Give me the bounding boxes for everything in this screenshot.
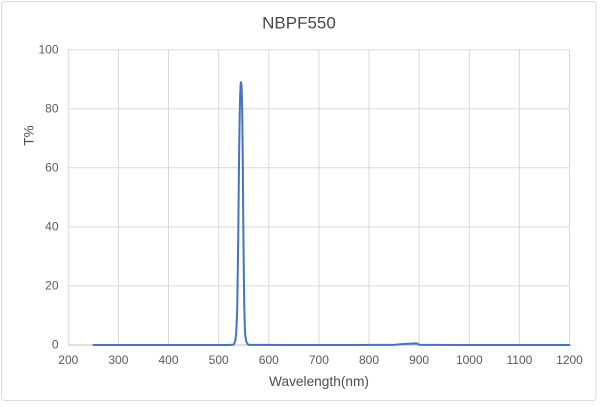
svg-text:600: 600 — [259, 353, 279, 367]
svg-text:20: 20 — [45, 279, 59, 293]
svg-text:Wavelength(nm): Wavelength(nm) — [269, 374, 369, 389]
svg-text:700: 700 — [309, 353, 329, 367]
svg-text:900: 900 — [409, 353, 429, 367]
svg-text:500: 500 — [209, 353, 229, 367]
svg-text:40: 40 — [45, 220, 59, 234]
svg-text:400: 400 — [158, 353, 178, 367]
svg-text:200: 200 — [58, 353, 78, 367]
svg-text:80: 80 — [45, 101, 59, 115]
svg-text:1000: 1000 — [456, 353, 483, 367]
svg-text:1200: 1200 — [556, 353, 583, 367]
svg-text:100: 100 — [38, 42, 58, 56]
svg-text:1100: 1100 — [506, 353, 532, 367]
svg-text:T%: T% — [22, 125, 37, 145]
svg-text:800: 800 — [359, 353, 379, 367]
svg-text:0: 0 — [52, 338, 59, 352]
svg-text:60: 60 — [45, 160, 59, 174]
svg-text:NBPF550: NBPF550 — [262, 14, 336, 33]
svg-text:300: 300 — [108, 353, 128, 367]
